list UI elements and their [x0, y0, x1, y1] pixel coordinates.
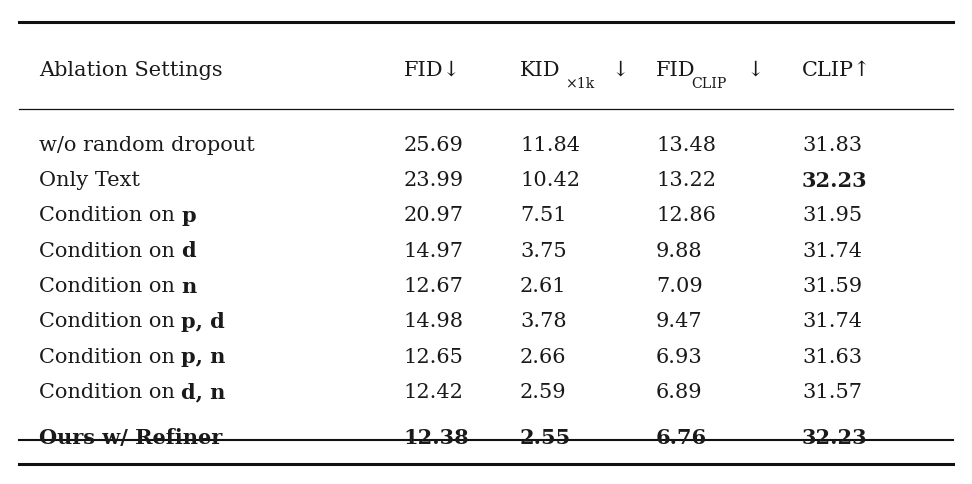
Text: 9.88: 9.88	[656, 242, 703, 261]
Text: p, n: p, n	[182, 347, 226, 367]
Text: FID↓: FID↓	[403, 60, 461, 80]
Text: p: p	[182, 206, 196, 226]
Text: 6.76: 6.76	[656, 428, 708, 448]
Text: d: d	[182, 241, 196, 261]
Text: n: n	[182, 276, 196, 297]
Text: CLIP: CLIP	[691, 77, 726, 91]
Text: 31.74: 31.74	[802, 312, 862, 332]
Text: 9.47: 9.47	[656, 312, 703, 332]
Text: 3.78: 3.78	[520, 312, 567, 332]
Text: Only Text: Only Text	[39, 171, 140, 190]
Text: 32.23: 32.23	[802, 170, 868, 191]
Text: Condition on: Condition on	[39, 348, 182, 367]
Text: d, n: d, n	[182, 382, 226, 403]
Text: 2.61: 2.61	[520, 277, 567, 296]
Text: ×1k: ×1k	[565, 77, 594, 91]
Text: 2.55: 2.55	[520, 428, 572, 448]
Text: 12.67: 12.67	[403, 277, 464, 296]
Text: 31.63: 31.63	[802, 348, 862, 367]
Text: 13.22: 13.22	[656, 171, 716, 190]
Text: 31.59: 31.59	[802, 277, 862, 296]
Text: 6.93: 6.93	[656, 348, 703, 367]
Text: 31.57: 31.57	[802, 383, 862, 402]
Text: ↓: ↓	[611, 60, 629, 80]
Text: 12.42: 12.42	[403, 383, 464, 402]
Text: 12.86: 12.86	[656, 206, 716, 226]
Text: 2.66: 2.66	[520, 348, 567, 367]
Text: 31.74: 31.74	[802, 242, 862, 261]
Text: p, d: p, d	[182, 312, 226, 332]
Text: 31.83: 31.83	[802, 136, 862, 155]
Text: 13.48: 13.48	[656, 136, 716, 155]
Text: 11.84: 11.84	[520, 136, 580, 155]
Text: KID: KID	[520, 60, 561, 80]
Text: 23.99: 23.99	[403, 171, 464, 190]
Text: 10.42: 10.42	[520, 171, 580, 190]
Text: 7.09: 7.09	[656, 277, 703, 296]
Text: 12.65: 12.65	[403, 348, 464, 367]
Text: Condition on: Condition on	[39, 277, 182, 296]
Text: 12.38: 12.38	[403, 428, 469, 448]
Text: FID: FID	[656, 60, 696, 80]
Text: Condition on: Condition on	[39, 312, 182, 332]
Text: 7.51: 7.51	[520, 206, 567, 226]
Text: 32.23: 32.23	[802, 428, 868, 448]
Text: 31.95: 31.95	[802, 206, 862, 226]
Text: w/o random dropout: w/o random dropout	[39, 136, 255, 155]
Text: 25.69: 25.69	[403, 136, 464, 155]
Text: ↓: ↓	[746, 60, 764, 80]
Text: 14.98: 14.98	[403, 312, 464, 332]
Text: Ours w/ Refiner: Ours w/ Refiner	[39, 428, 223, 448]
Text: 2.59: 2.59	[520, 383, 567, 402]
Text: Condition on: Condition on	[39, 206, 182, 226]
Text: 20.97: 20.97	[403, 206, 464, 226]
Text: 6.89: 6.89	[656, 383, 703, 402]
Text: Condition on: Condition on	[39, 242, 182, 261]
Text: 14.97: 14.97	[403, 242, 464, 261]
Text: 3.75: 3.75	[520, 242, 567, 261]
Text: CLIP↑: CLIP↑	[802, 60, 872, 80]
Text: Condition on: Condition on	[39, 383, 182, 402]
Text: Ablation Settings: Ablation Settings	[39, 60, 223, 80]
